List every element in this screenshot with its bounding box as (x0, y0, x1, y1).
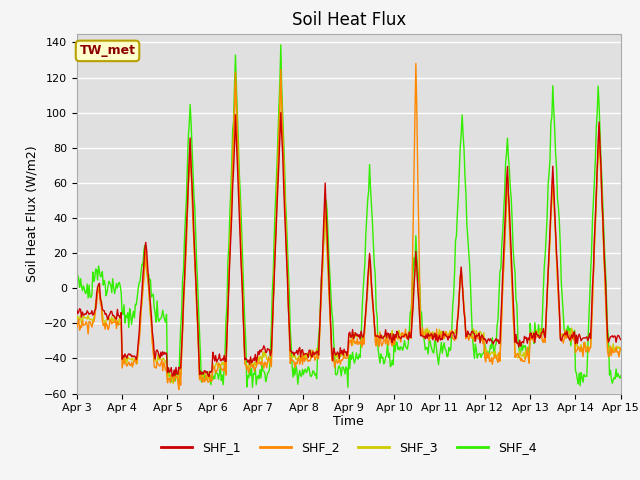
SHF_4 (522, 343, 529, 348)
SHF_4 (150, 305, 158, 311)
SHF_3 (150, 355, 158, 360)
Line: SHF_1: SHF_1 (77, 113, 621, 376)
SHF_3 (617, 348, 625, 353)
SHF_2 (477, 334, 485, 339)
SHF_2 (150, 364, 158, 370)
SHF_2 (73, 324, 81, 330)
SHF_4 (414, 265, 422, 271)
SHF_3 (414, 282, 422, 288)
SHF_1 (73, 307, 81, 313)
SHF_3 (277, 76, 285, 82)
SHF_4 (277, 42, 285, 48)
SHF_2 (454, 307, 462, 312)
SHF_2 (414, 171, 422, 177)
SHF_2 (175, 386, 182, 392)
X-axis label: Time: Time (333, 415, 364, 428)
SHF_1 (414, 283, 422, 289)
SHF_1 (277, 110, 285, 116)
SHF_3 (477, 330, 485, 336)
SHF_3 (522, 348, 529, 354)
SHF_3 (454, 306, 462, 312)
SHF_4 (617, 373, 625, 379)
SHF_1 (617, 336, 625, 342)
SHF_2 (617, 345, 625, 351)
Line: SHF_3: SHF_3 (77, 79, 621, 384)
Line: SHF_2: SHF_2 (77, 63, 621, 389)
SHF_1 (522, 336, 529, 341)
SHF_3 (406, 331, 414, 336)
SHF_1 (205, 373, 213, 379)
SHF_4 (406, 310, 414, 316)
Title: Soil Heat Flux: Soil Heat Flux (292, 11, 406, 29)
SHF_3 (170, 381, 177, 386)
SHF_4 (73, 278, 81, 284)
SHF_1 (150, 351, 158, 357)
Text: TW_met: TW_met (79, 44, 136, 58)
SHF_4 (454, 192, 462, 198)
SHF_4 (248, 384, 256, 390)
SHF_1 (406, 335, 414, 340)
SHF_2 (412, 60, 420, 66)
SHF_4 (477, 355, 485, 360)
SHF_1 (454, 310, 462, 316)
SHF_1 (477, 334, 485, 340)
Y-axis label: Soil Heat Flux (W/m2): Soil Heat Flux (W/m2) (25, 145, 38, 282)
SHF_2 (522, 356, 529, 362)
SHF_2 (405, 329, 413, 335)
Legend: SHF_1, SHF_2, SHF_3, SHF_4: SHF_1, SHF_2, SHF_3, SHF_4 (156, 436, 541, 459)
SHF_3 (73, 316, 81, 322)
Line: SHF_4: SHF_4 (77, 45, 621, 387)
